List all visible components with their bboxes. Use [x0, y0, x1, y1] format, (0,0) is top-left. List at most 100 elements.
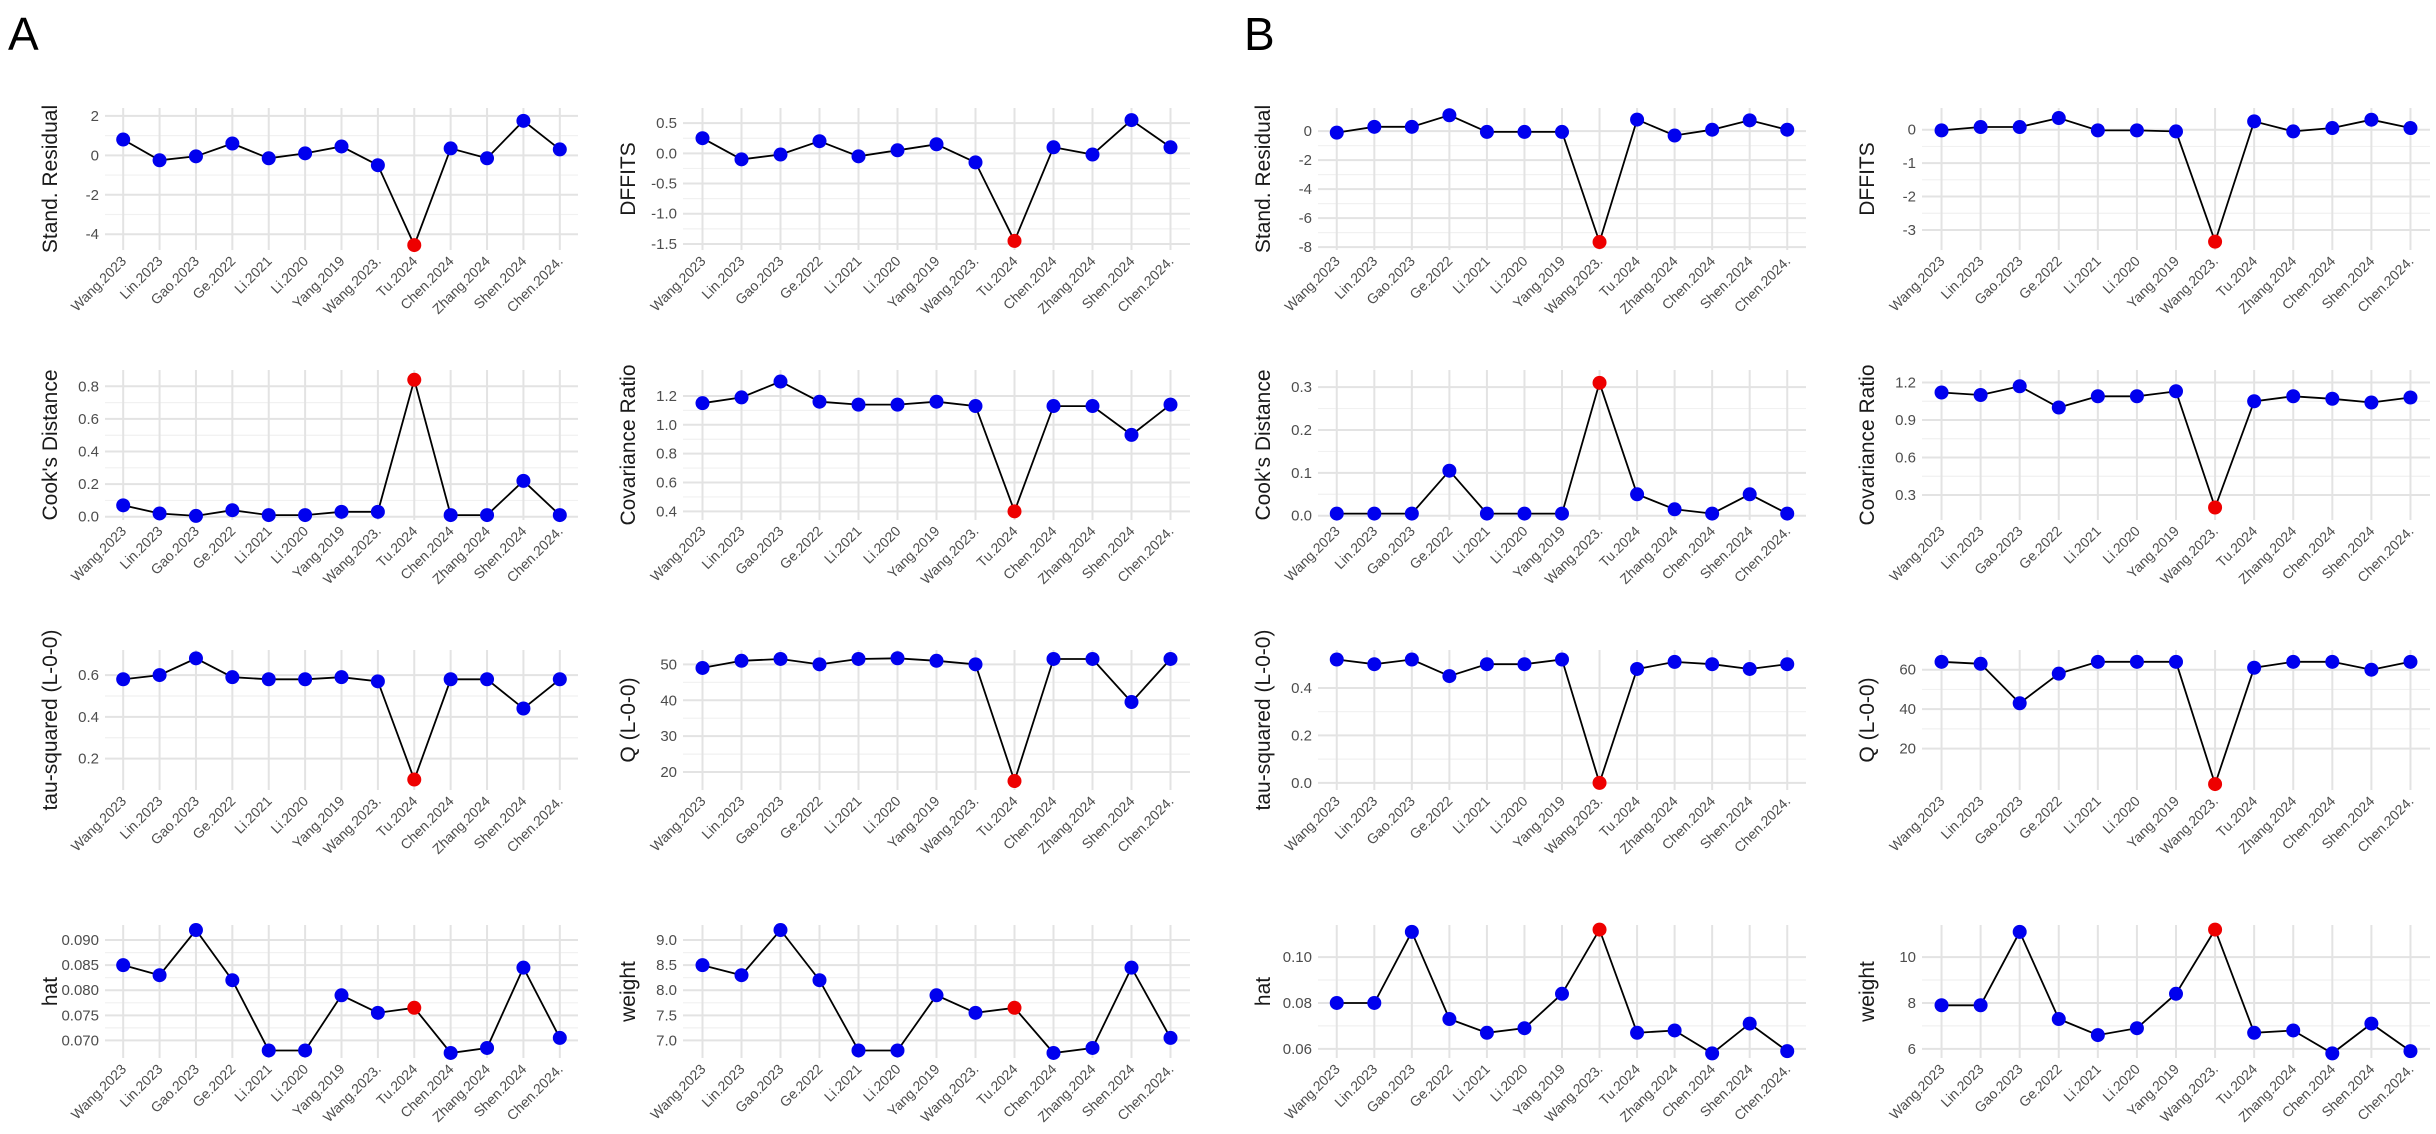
y-tick-label: 0.090: [61, 932, 99, 949]
y-tick-label: 0.6: [78, 411, 99, 428]
x-tick-label: Li.2021: [231, 253, 275, 297]
data-point: [1973, 388, 1988, 402]
plot-B-cov-ratio: 0.30.60.91.2Wang.2023Lin.2023Gao.2023Ge.…: [1856, 364, 2430, 587]
data-point: [1517, 124, 1532, 139]
y-tick-label: -6: [1299, 210, 1312, 227]
data-point: [812, 973, 827, 988]
influential-data-point: [407, 238, 422, 253]
data-point: [225, 136, 240, 151]
y-tick-label: 0.6: [656, 475, 677, 492]
data-point: [851, 651, 866, 666]
data-point: [2090, 123, 2105, 138]
data-point: [2012, 379, 2027, 394]
plot-A-hat: 0.0700.0750.0800.0850.090Wang.2023Lin.20…: [39, 923, 578, 1125]
data-point: [812, 394, 827, 409]
y-axis-label: Stand. Residual: [1252, 105, 1275, 253]
x-tick-label: Wang.2023: [647, 793, 709, 855]
data-point: [2325, 1046, 2340, 1061]
data-point: [812, 134, 827, 149]
y-tick-label: 0.6: [1895, 450, 1916, 467]
x-tick-label: Li.2021: [1449, 253, 1493, 297]
data-point: [1367, 995, 1382, 1010]
data-point: [1630, 487, 1645, 502]
y-axis-label: hat: [1252, 977, 1275, 1006]
data-point: [734, 390, 749, 405]
y-axis-label: weight: [617, 961, 640, 1023]
data-point: [968, 657, 983, 672]
data-point: [298, 672, 313, 687]
y-tick-label: 0.4: [1291, 680, 1312, 697]
data-point: [695, 131, 710, 146]
data-point: [552, 508, 567, 523]
data-point: [851, 397, 866, 412]
y-tick-label: 60: [1899, 662, 1916, 679]
y-tick-label: 1.2: [656, 388, 677, 405]
influential-data-point: [407, 1000, 422, 1015]
y-tick-label: 1.2: [1895, 375, 1916, 392]
data-point: [1404, 652, 1419, 667]
data-point: [1479, 1025, 1494, 1040]
data-point: [1780, 506, 1795, 521]
panel-label-a: A: [8, 8, 39, 60]
data-point: [516, 473, 531, 488]
data-point: [2247, 114, 2262, 129]
x-tick-label: Wang.2023: [1281, 793, 1343, 855]
y-tick-label: 0.4: [656, 503, 677, 520]
data-point: [1934, 123, 1949, 138]
data-point: [1163, 651, 1178, 666]
data-point: [2090, 1028, 2105, 1043]
y-tick-label: -8: [1299, 239, 1312, 256]
x-tick-label: Ge.2022: [2016, 523, 2065, 572]
y-tick-label: 2: [91, 108, 99, 125]
x-tick-label: Ge.2022: [2016, 793, 2065, 842]
data-point: [1630, 661, 1645, 676]
y-tick-label: 0.2: [78, 751, 99, 768]
influential-data-point: [2208, 500, 2223, 515]
y-tick-label: 0.2: [1291, 422, 1312, 439]
data-point: [1780, 1044, 1795, 1059]
x-tick-label: Li.2021: [1449, 523, 1493, 567]
data-point: [1085, 147, 1100, 162]
x-tick-label: Ge.2022: [776, 253, 825, 302]
y-tick-label: 0.8: [78, 378, 99, 395]
x-tick-label: Wang.2023: [68, 253, 130, 315]
data-point: [1667, 502, 1682, 517]
data-point: [152, 668, 167, 683]
data-point: [188, 651, 203, 666]
data-point: [552, 672, 567, 687]
plot-B-stand-resid: -8-6-4-20Wang.2023Lin.2023Gao.2023Ge.202…: [1252, 105, 1806, 317]
data-point: [480, 672, 495, 687]
data-point: [116, 498, 131, 513]
y-tick-label: -1.0: [651, 206, 677, 223]
data-point: [2051, 111, 2066, 126]
data-point: [1124, 113, 1139, 128]
data-point: [261, 672, 276, 687]
data-point: [261, 1043, 276, 1058]
y-tick-label: 0.5: [656, 115, 677, 132]
y-tick-label: 20: [660, 764, 677, 781]
data-point: [261, 508, 276, 523]
data-point: [734, 653, 749, 668]
x-tick-label: Wang.2023: [1281, 1061, 1343, 1123]
x-tick-label: Ge.2022: [2016, 1061, 2065, 1110]
data-point: [1367, 119, 1382, 134]
x-tick-label: Wang.2023: [1281, 253, 1343, 315]
data-point: [2012, 120, 2027, 135]
data-point: [334, 139, 349, 154]
data-point: [1046, 140, 1061, 155]
data-point: [1555, 652, 1569, 667]
data-point: [1479, 506, 1494, 521]
y-tick-label: -2: [1903, 189, 1916, 206]
y-tick-label: -3: [1903, 222, 1916, 239]
x-tick-label: Li.2021: [1449, 1061, 1493, 1105]
data-point: [1163, 397, 1178, 412]
y-axis-label: Covariance Ratio: [617, 364, 640, 525]
plot-A-dffits: -1.5-1.0-0.50.00.5Wang.2023Lin.2023Gao.2…: [617, 108, 1190, 317]
data-point: [2012, 924, 2027, 939]
y-tick-label: 7.0: [656, 1032, 677, 1049]
y-tick-label: 0.9: [1895, 412, 1916, 429]
y-tick-label: 8.5: [656, 957, 677, 974]
data-point: [116, 958, 131, 973]
y-tick-label: 0.1: [1291, 465, 1312, 482]
